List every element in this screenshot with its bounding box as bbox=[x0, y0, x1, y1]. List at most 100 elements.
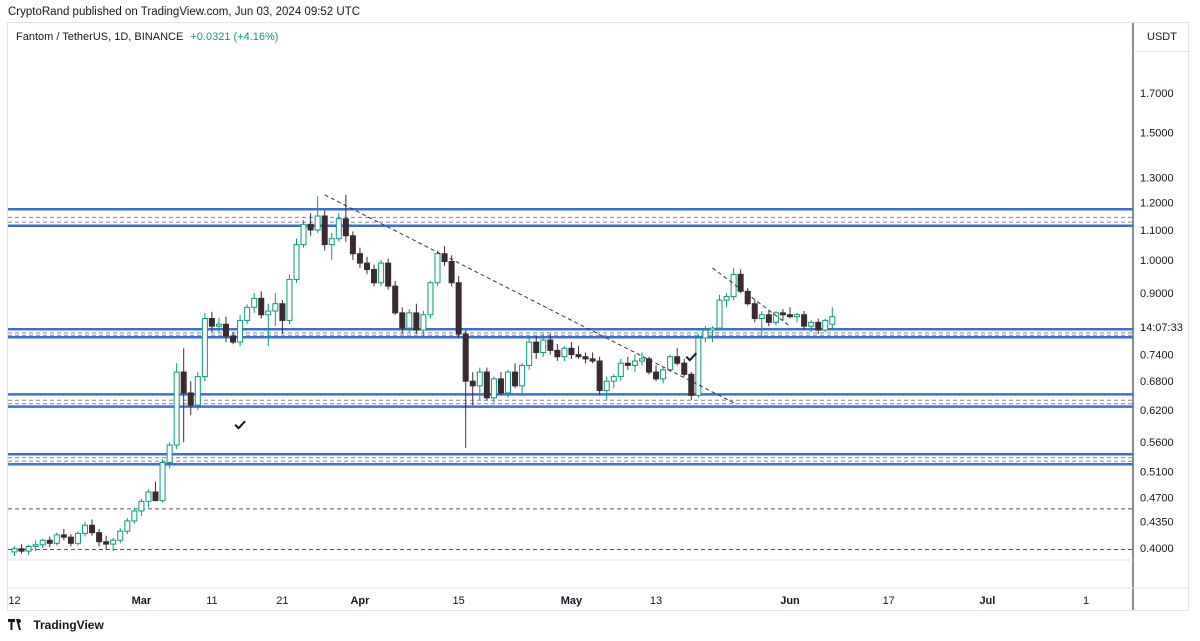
candle-body bbox=[603, 380, 610, 392]
candle-body bbox=[166, 444, 173, 463]
candle-body bbox=[117, 530, 124, 541]
candle-body bbox=[455, 282, 462, 335]
candle-body bbox=[406, 312, 413, 329]
candle-body bbox=[53, 534, 60, 544]
annotations-layer bbox=[234, 194, 791, 430]
candle-body bbox=[265, 310, 272, 316]
candle-body bbox=[490, 378, 497, 399]
candle-body bbox=[638, 358, 645, 362]
price-tick-label: 0.4700 bbox=[1140, 492, 1174, 504]
candle-body bbox=[667, 356, 674, 371]
candle-body bbox=[286, 278, 293, 321]
time-tick-label: Jul bbox=[979, 595, 995, 607]
time-tick-label: 13 bbox=[650, 595, 662, 607]
candle-body bbox=[709, 327, 716, 331]
price-tick-label: 0.9000 bbox=[1140, 288, 1174, 300]
time-tick-label: 12 bbox=[8, 595, 20, 607]
candle-body bbox=[758, 314, 765, 320]
candle-body bbox=[342, 218, 349, 237]
candle-body bbox=[646, 358, 652, 373]
candle-body bbox=[321, 215, 328, 246]
candle-body bbox=[723, 296, 730, 301]
candle-body bbox=[328, 238, 335, 246]
price-change: +0.0321 (+4.16%) bbox=[190, 31, 279, 43]
candle-body bbox=[568, 347, 575, 356]
tradingview-logo-icon bbox=[8, 618, 26, 633]
time-tick-label: 17 bbox=[883, 595, 895, 607]
candle-body bbox=[356, 253, 363, 264]
check-mark-icon bbox=[685, 352, 698, 362]
candle-body bbox=[103, 541, 110, 545]
candle-body bbox=[476, 371, 483, 387]
price-tick-label: 1.5000 bbox=[1140, 127, 1174, 139]
candles-layer bbox=[11, 194, 836, 556]
symbol-legend[interactable]: Fantom / TetherUS, 1D, BINANCE +0.0321 (… bbox=[16, 31, 278, 43]
time-tick-label: 11 bbox=[206, 595, 217, 607]
candle-body bbox=[89, 524, 96, 534]
candle-body bbox=[237, 319, 244, 343]
candle-body bbox=[822, 319, 829, 331]
chart-frame bbox=[7, 22, 1189, 611]
candle-body bbox=[688, 373, 695, 396]
price-tick-label: 0.7400 bbox=[1140, 350, 1174, 362]
candle-body bbox=[829, 316, 836, 325]
candle-body bbox=[497, 378, 504, 394]
price-tick-label: 1.2000 bbox=[1140, 198, 1174, 210]
candle-body bbox=[631, 360, 638, 366]
candle-body bbox=[60, 534, 67, 538]
candle-body bbox=[653, 371, 660, 380]
candle-body bbox=[526, 341, 533, 366]
candle-body bbox=[772, 312, 779, 323]
candle-body bbox=[378, 262, 385, 284]
candle-body bbox=[582, 356, 589, 360]
candle-body bbox=[364, 262, 370, 271]
candle-body bbox=[272, 303, 279, 312]
candle-body bbox=[385, 262, 392, 287]
candle-body bbox=[695, 337, 702, 396]
candle-body bbox=[737, 273, 744, 292]
candle-body bbox=[610, 376, 617, 382]
candle-body bbox=[25, 545, 32, 552]
candle-body bbox=[138, 500, 145, 512]
candle-body bbox=[469, 380, 476, 387]
price-tick-label: 1.7000 bbox=[1140, 88, 1174, 100]
axes-layer bbox=[8, 23, 1189, 610]
candle-body bbox=[300, 223, 307, 246]
candle-body bbox=[815, 321, 822, 331]
publish-line: CryptoRand published on TradingView.com,… bbox=[8, 6, 361, 18]
footer-brand-text: TradingView bbox=[33, 618, 104, 632]
candle-body bbox=[145, 491, 152, 502]
candle-body bbox=[74, 532, 81, 544]
candle-body bbox=[159, 461, 166, 502]
candle-body bbox=[420, 314, 427, 331]
candle-body bbox=[519, 364, 526, 387]
price-axis-unit[interactable]: USDT bbox=[1135, 23, 1189, 52]
candle-body bbox=[779, 312, 786, 316]
time-tick-label: Mar bbox=[132, 595, 152, 607]
candle-body bbox=[244, 306, 251, 321]
candle-body bbox=[208, 318, 215, 327]
candle-body bbox=[801, 314, 808, 327]
candle-body bbox=[32, 544, 39, 547]
candle-body bbox=[512, 371, 519, 387]
candle-body bbox=[349, 235, 356, 255]
candle-body bbox=[554, 349, 561, 358]
footer-brand[interactable]: TradingView bbox=[8, 618, 104, 633]
candle-body bbox=[251, 297, 258, 308]
candle-body bbox=[201, 318, 208, 378]
candle-body bbox=[18, 548, 25, 552]
symbol-name: Fantom / TetherUS, 1D, BINANCE bbox=[16, 31, 184, 43]
candle-body bbox=[483, 371, 490, 399]
candle-body bbox=[448, 261, 455, 284]
candle-body bbox=[293, 244, 300, 280]
trendline bbox=[712, 267, 791, 327]
candle-body bbox=[314, 215, 321, 231]
price-tick-label: 1.0000 bbox=[1140, 255, 1174, 267]
candle-body bbox=[589, 358, 596, 362]
candle-body bbox=[547, 339, 554, 351]
price-tick-label: 1.1000 bbox=[1140, 225, 1174, 237]
candle-body bbox=[39, 539, 46, 546]
time-tick-label: 15 bbox=[453, 595, 465, 607]
candle-body bbox=[173, 371, 180, 446]
